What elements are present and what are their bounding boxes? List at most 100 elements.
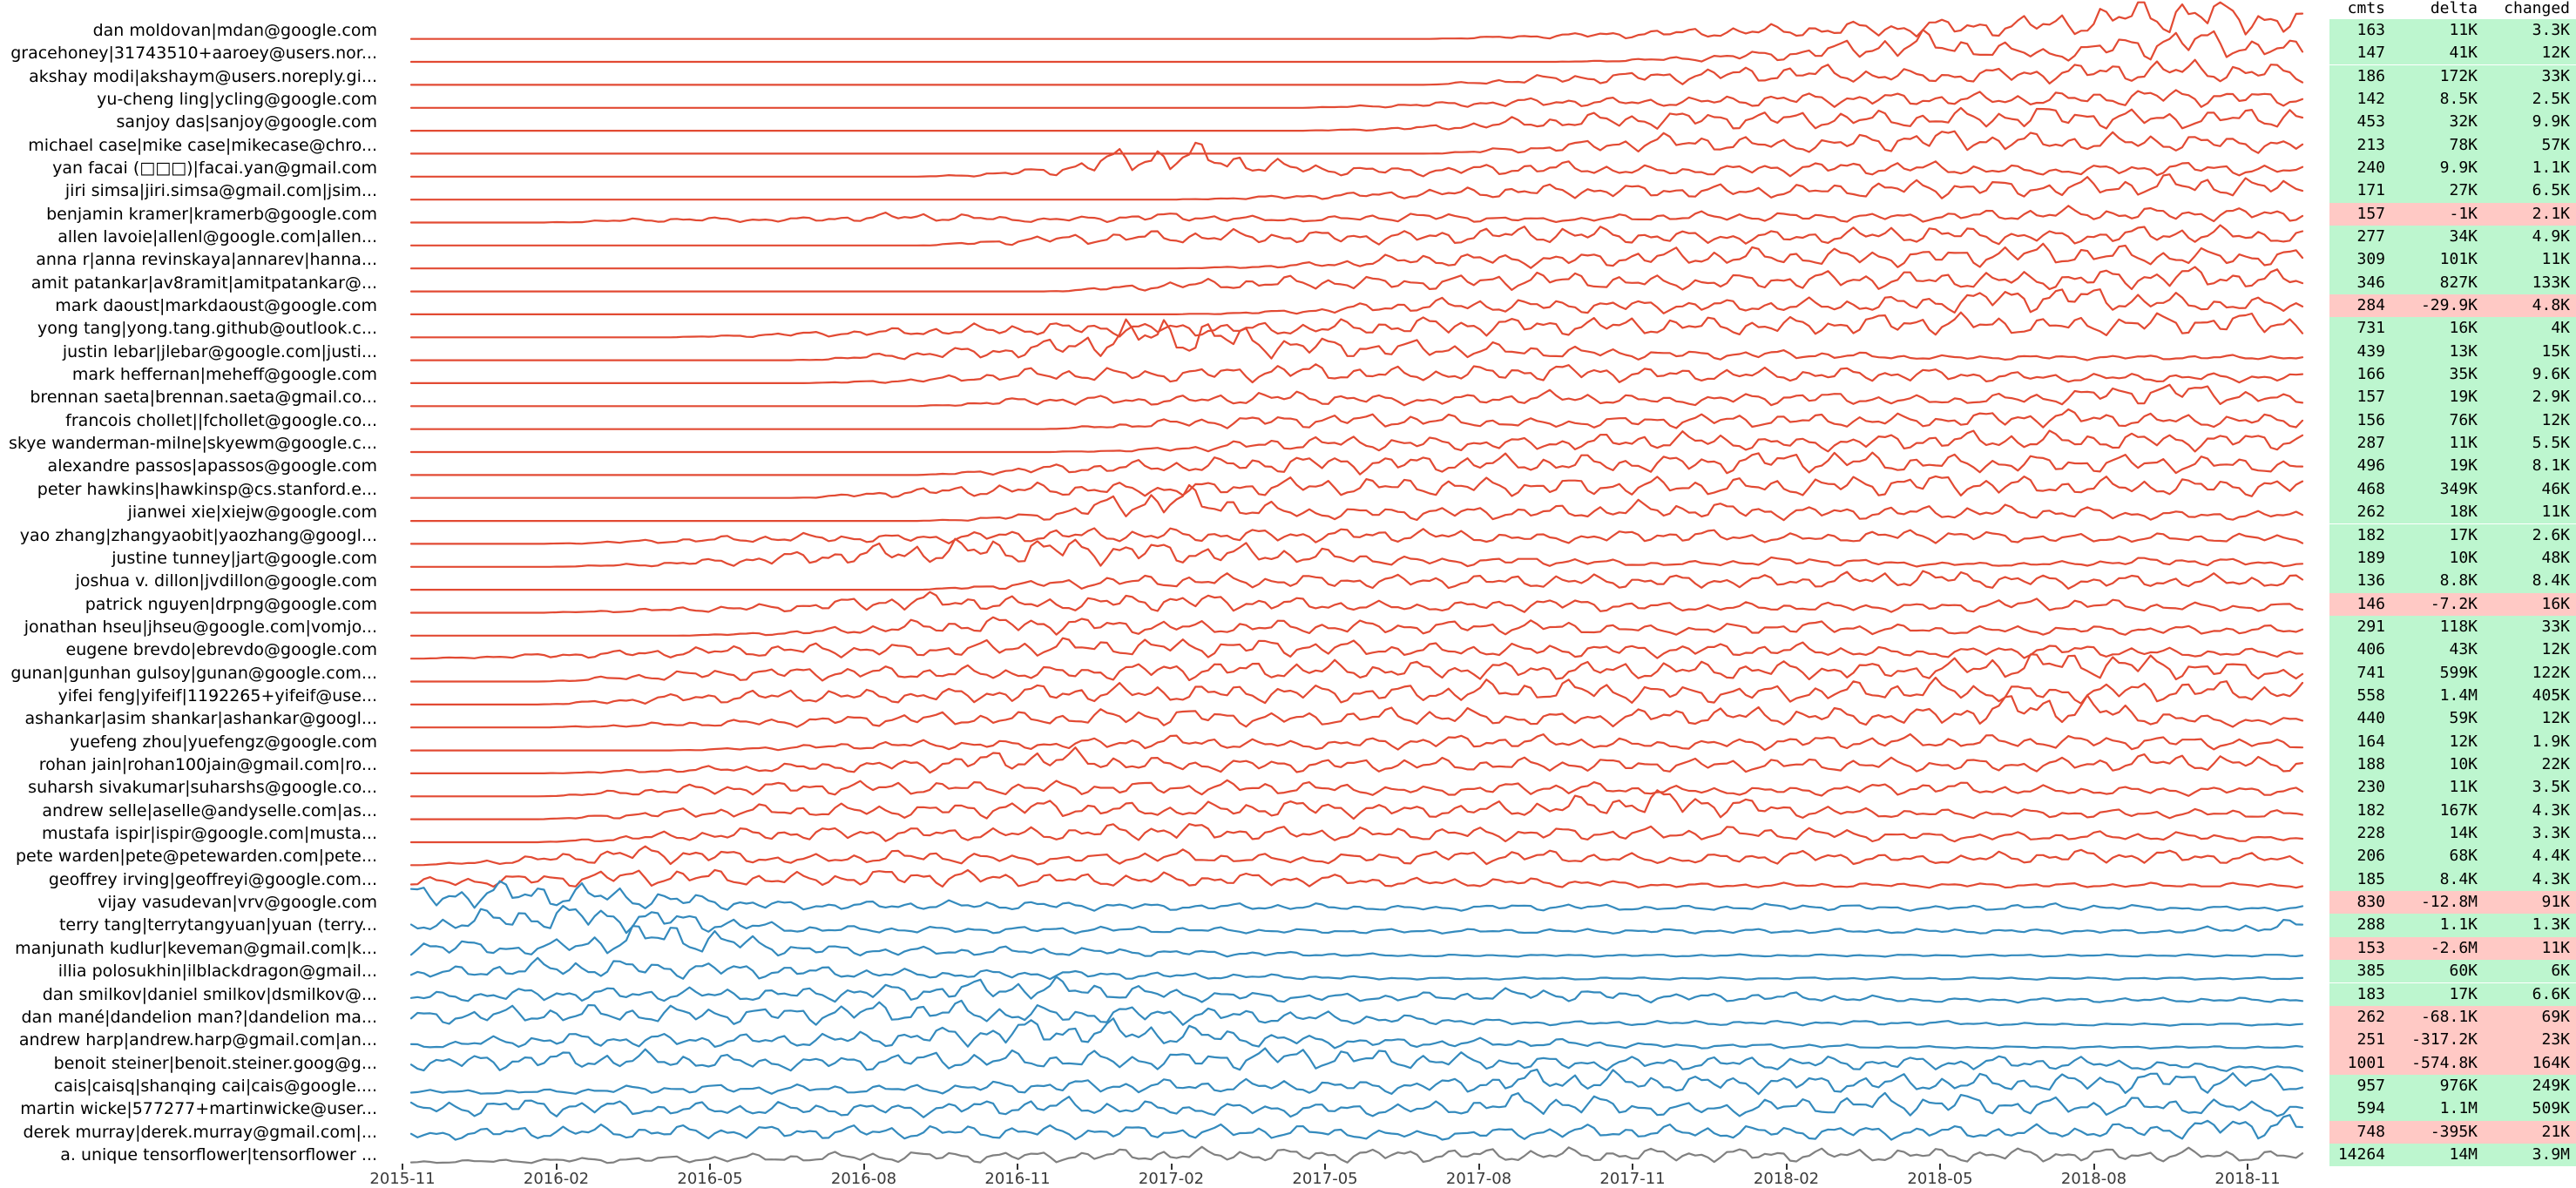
contributor-label: yan facai (□□□)|facai.yan@gmail.com — [52, 158, 377, 178]
cmts-value: 284 — [2356, 296, 2385, 314]
changed-value: 3.9M — [2532, 1144, 2570, 1164]
stats-row: 558 1.4M 405K — [2329, 684, 2576, 708]
changed-value: 6.5K — [2532, 181, 2570, 200]
delta-value: 18K — [2449, 503, 2478, 522]
cmts-value: 830 — [2356, 893, 2385, 912]
delta-value: 101K — [2439, 250, 2478, 269]
changed-value: 9.6K — [2532, 365, 2570, 384]
changed-value: 12K — [2541, 44, 2570, 63]
x-axis-tick — [1170, 1164, 1173, 1170]
activity-sparkline — [409, 106, 2304, 132]
contributor-label: a. unique tensorflower|tensorflower ... — [60, 1144, 377, 1164]
cmts-value: 558 — [2356, 685, 2385, 705]
stats-row: 291 118K 33K — [2329, 615, 2576, 639]
cmts-value: 957 — [2356, 1076, 2385, 1095]
stats-row: 157 -1K 2.1K — [2329, 202, 2576, 226]
delta-value: -29.9K — [2420, 296, 2478, 314]
activity-sparkline — [409, 173, 2304, 201]
activity-sparkline — [409, 130, 2304, 155]
contributor-label: jianwei xie|xiejw@google.com — [127, 503, 377, 523]
changed-value: 2.9K — [2532, 388, 2570, 407]
delta-value: 11K — [2449, 434, 2478, 453]
activity-sparkline — [409, 318, 2304, 361]
changed-value: 5.5K — [2532, 434, 2570, 453]
stats-row: 136 8.8K 8.4K — [2329, 570, 2576, 593]
delta-value: 78K — [2449, 135, 2478, 154]
delta-value: 8.8K — [2439, 571, 2478, 591]
stats-row: 230 11K 3.5K — [2329, 776, 2576, 800]
x-axis-tick-label: 2018-02 — [1753, 1170, 1820, 1188]
stats-row: 163 11K 3.3K — [2329, 18, 2576, 43]
stats-row: 731 16K 4K — [2329, 317, 2576, 341]
delta-value: 8.4K — [2439, 869, 2478, 888]
activity-sparkline — [409, 999, 2304, 1027]
delta-value: 1.1M — [2439, 1099, 2478, 1118]
contributor-label: justine tunney|jart@google.com — [112, 548, 377, 568]
contributor-label: peter hawkins|hawkinsp@cs.stanford.e... — [37, 479, 377, 499]
activity-sparkline — [409, 905, 2304, 935]
x-axis-tick — [709, 1164, 711, 1170]
activity-sparkline — [409, 242, 2304, 270]
changed-value: 46K — [2541, 479, 2570, 498]
activity-sparkline — [409, 616, 2304, 637]
contributor-label: brennan saeta|brennan.saeta@gmail.co... — [30, 388, 377, 408]
delta-value: 11K — [2449, 20, 2478, 39]
changed-value: 11K — [2541, 938, 2570, 957]
x-axis-tick-label: 2015-11 — [369, 1170, 436, 1188]
contributor-label: yuefeng zhou|yuefengz@google.com — [70, 732, 377, 752]
cmts-value: 287 — [2356, 434, 2385, 453]
changed-value: 8.1K — [2532, 456, 2570, 476]
activity-sparkline — [409, 1091, 2304, 1118]
delta-value: -2.6M — [2430, 938, 2478, 957]
contributor-label: alexandre passos|apassos@google.com — [47, 456, 377, 476]
stats-row: 406 43K 12K — [2329, 638, 2576, 662]
stats-row: 156 76K 12K — [2329, 408, 2576, 433]
contributor-label: martin wicke|577277+martinwicke@user... — [20, 1099, 377, 1119]
contributor-label: eugene brevdo|ebrevdo@google.com — [65, 640, 377, 660]
delta-value: 19K — [2449, 388, 2478, 407]
activity-sparkline — [409, 1114, 2304, 1141]
x-axis-tick-label: 2017-02 — [1138, 1170, 1205, 1188]
changed-value: 8.4K — [2532, 571, 2570, 591]
changed-value: 164K — [2532, 1053, 2570, 1072]
contributor-label: yifei feng|yifeif|1192265+yifeif@use... — [57, 685, 377, 705]
cmts-value: 188 — [2356, 755, 2385, 773]
activity-sparkline — [409, 383, 2304, 408]
contributor-label: vijay vasudevan|vrv@google.com — [98, 893, 377, 913]
stats-row: 206 68K 4.4K — [2329, 845, 2576, 868]
delta-value: -1K — [2449, 204, 2478, 223]
activity-sparkline — [409, 789, 2304, 820]
contributor-label: andrew selle|aselle@andyselle.com|as... — [42, 800, 377, 820]
activity-sparkline — [409, 823, 2304, 844]
delta-value: 599K — [2439, 663, 2478, 682]
cmts-value: 183 — [2356, 984, 2385, 1003]
stats-row: 228 14K 3.3K — [2329, 822, 2576, 846]
cmts-value: 186 — [2356, 66, 2385, 85]
stats-row: 183 17K 6.6K — [2329, 982, 2576, 1006]
changed-value: 249K — [2532, 1076, 2570, 1095]
delta-value: 12K — [2449, 732, 2478, 751]
delta-value: -12.8M — [2420, 893, 2478, 912]
delta-value: 60K — [2449, 962, 2478, 981]
stats-row: 262 18K 11K — [2329, 501, 2576, 524]
changed-value: 91K — [2541, 893, 2570, 912]
contributor-label: michael case|mike case|mikecase@chro... — [28, 135, 377, 155]
x-axis-tick — [1632, 1164, 1633, 1170]
stats-row: 439 13K 15K — [2329, 340, 2576, 364]
stats-row: 594 1.1M 509K — [2329, 1097, 2576, 1121]
contributor-label: suharsh sivakumar|suharshs@google.co... — [28, 778, 377, 798]
x-axis-tick-label: 2016-11 — [984, 1170, 1051, 1188]
cmts-value: 406 — [2356, 640, 2385, 659]
contributor-label: dan mané|dandelion man?|dandelion ma... — [21, 1007, 377, 1027]
stats-row: 440 59K 12K — [2329, 707, 2576, 731]
stats-row: 346 827K 133K — [2329, 271, 2576, 294]
changed-value: 2.1K — [2532, 204, 2570, 223]
changed-value: 122K — [2532, 663, 2570, 682]
x-axis-tick-label: 2016-08 — [830, 1170, 897, 1188]
cmts-value: 731 — [2356, 319, 2385, 338]
delta-value: 76K — [2449, 410, 2478, 429]
delta-value: -395K — [2430, 1122, 2478, 1141]
contributor-label: ashankar|asim shankar|ashankar@googl... — [24, 709, 377, 729]
stats-row: 240 9.9K 1.1K — [2329, 156, 2576, 180]
